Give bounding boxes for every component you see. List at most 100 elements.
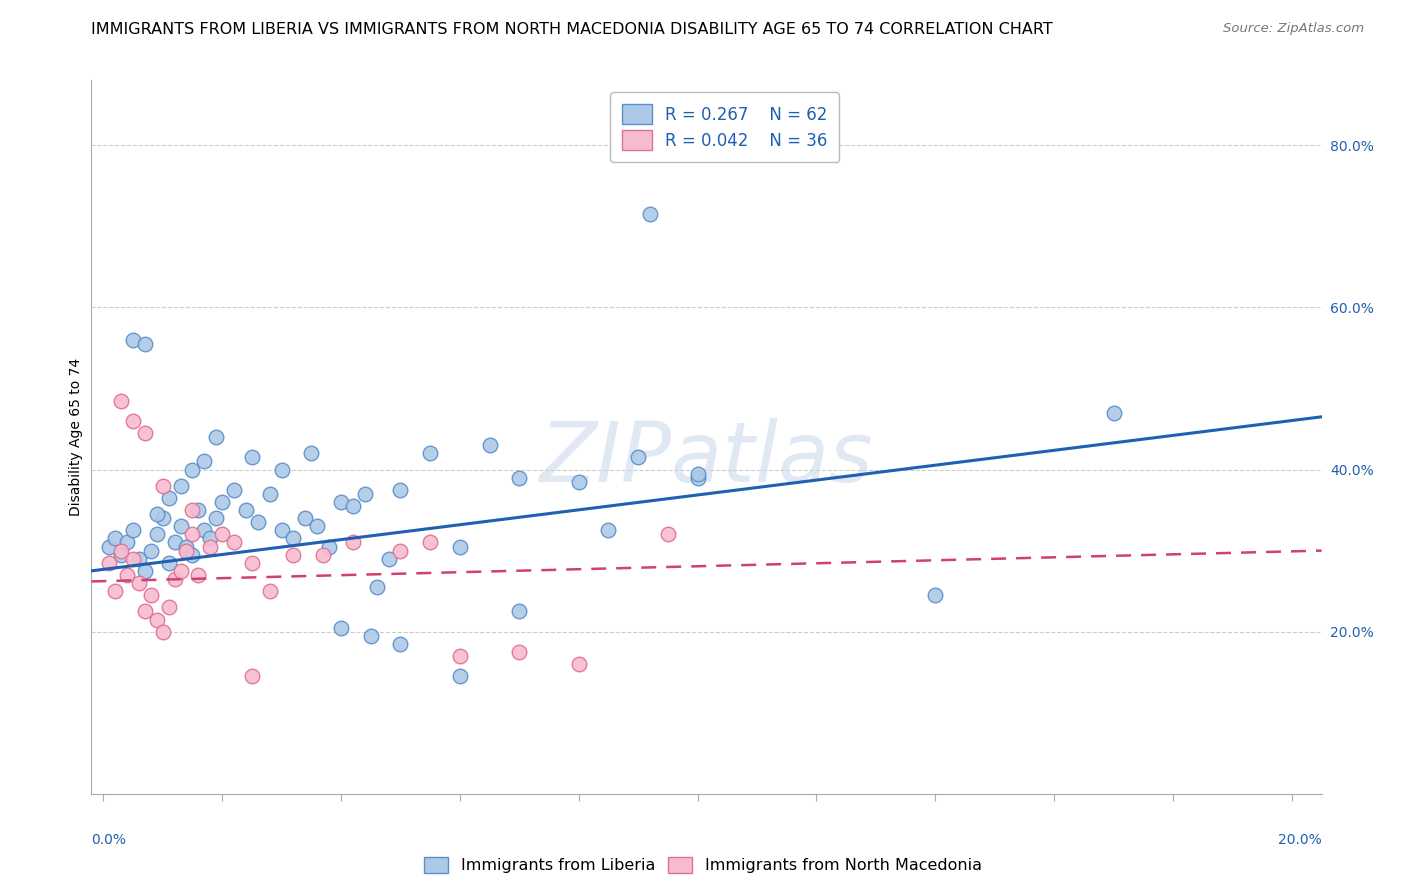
Legend: Immigrants from Liberia, Immigrants from North Macedonia: Immigrants from Liberia, Immigrants from… xyxy=(418,850,988,880)
Point xyxy=(122,524,145,538)
Point xyxy=(187,568,209,582)
Point xyxy=(115,568,138,582)
Point xyxy=(157,600,180,615)
Point xyxy=(627,450,650,465)
Point xyxy=(246,515,269,529)
Point xyxy=(205,511,228,525)
Point xyxy=(330,621,353,635)
Point xyxy=(163,535,186,549)
Point xyxy=(283,548,305,562)
Point xyxy=(152,479,174,493)
Point xyxy=(163,572,186,586)
Point xyxy=(240,556,263,570)
Point xyxy=(389,637,412,651)
Point xyxy=(193,524,215,538)
Point xyxy=(157,556,180,570)
Point xyxy=(181,503,204,517)
Point xyxy=(181,462,204,476)
Point xyxy=(176,543,198,558)
Text: ZIPatlas: ZIPatlas xyxy=(540,418,873,499)
Point xyxy=(657,527,679,541)
Point xyxy=(568,657,591,672)
Point xyxy=(307,519,329,533)
Point xyxy=(389,543,412,558)
Point xyxy=(1102,406,1125,420)
Point xyxy=(169,479,191,493)
Point xyxy=(181,548,204,562)
Point xyxy=(98,540,121,554)
Point xyxy=(122,333,145,347)
Text: IMMIGRANTS FROM LIBERIA VS IMMIGRANTS FROM NORTH MACEDONIA DISABILITY AGE 65 TO : IMMIGRANTS FROM LIBERIA VS IMMIGRANTS FR… xyxy=(91,22,1053,37)
Point xyxy=(181,527,204,541)
Point xyxy=(211,495,233,509)
Point xyxy=(283,532,305,546)
Point xyxy=(98,556,121,570)
Point xyxy=(104,584,127,599)
Text: 20.0%: 20.0% xyxy=(1278,833,1322,847)
Point xyxy=(235,503,257,517)
Point xyxy=(115,535,138,549)
Point xyxy=(508,470,530,484)
Point xyxy=(169,564,191,578)
Point xyxy=(478,438,501,452)
Point xyxy=(152,511,174,525)
Point xyxy=(145,507,167,521)
Point xyxy=(330,495,353,509)
Point xyxy=(449,540,471,554)
Point xyxy=(205,430,228,444)
Point xyxy=(145,613,167,627)
Point xyxy=(449,669,471,683)
Legend: R = 0.267    N = 62, R = 0.042    N = 36: R = 0.267 N = 62, R = 0.042 N = 36 xyxy=(610,92,839,162)
Point xyxy=(139,543,162,558)
Point xyxy=(187,503,209,517)
Point xyxy=(389,483,412,497)
Point xyxy=(686,470,709,484)
Point xyxy=(110,393,132,408)
Point xyxy=(342,535,364,549)
Point xyxy=(176,540,198,554)
Point xyxy=(152,624,174,639)
Point xyxy=(686,467,709,481)
Point xyxy=(312,548,335,562)
Point xyxy=(259,487,281,501)
Y-axis label: Disability Age 65 to 74: Disability Age 65 to 74 xyxy=(69,358,83,516)
Point xyxy=(222,535,245,549)
Point xyxy=(110,548,132,562)
Point xyxy=(353,487,375,501)
Point xyxy=(270,462,292,476)
Point xyxy=(110,543,132,558)
Point xyxy=(193,454,215,468)
Point xyxy=(259,584,281,599)
Point xyxy=(508,604,530,618)
Text: Source: ZipAtlas.com: Source: ZipAtlas.com xyxy=(1223,22,1364,36)
Point xyxy=(638,207,661,221)
Point xyxy=(299,446,322,460)
Text: 0.0%: 0.0% xyxy=(91,833,127,847)
Point xyxy=(134,564,156,578)
Point xyxy=(134,336,156,351)
Point xyxy=(568,475,591,489)
Point xyxy=(377,551,399,566)
Point xyxy=(134,604,156,618)
Point xyxy=(318,540,340,554)
Point xyxy=(240,669,263,683)
Point xyxy=(598,524,620,538)
Point xyxy=(122,551,145,566)
Point xyxy=(360,629,382,643)
Point xyxy=(134,425,156,440)
Point xyxy=(122,414,145,428)
Point xyxy=(139,588,162,602)
Point xyxy=(128,576,150,591)
Point xyxy=(366,580,388,594)
Point xyxy=(419,535,441,549)
Point xyxy=(924,588,946,602)
Point xyxy=(211,527,233,541)
Point xyxy=(169,519,191,533)
Point xyxy=(104,532,127,546)
Point xyxy=(449,648,471,663)
Point xyxy=(157,491,180,505)
Point xyxy=(342,499,364,513)
Point xyxy=(222,483,245,497)
Point xyxy=(128,551,150,566)
Point xyxy=(419,446,441,460)
